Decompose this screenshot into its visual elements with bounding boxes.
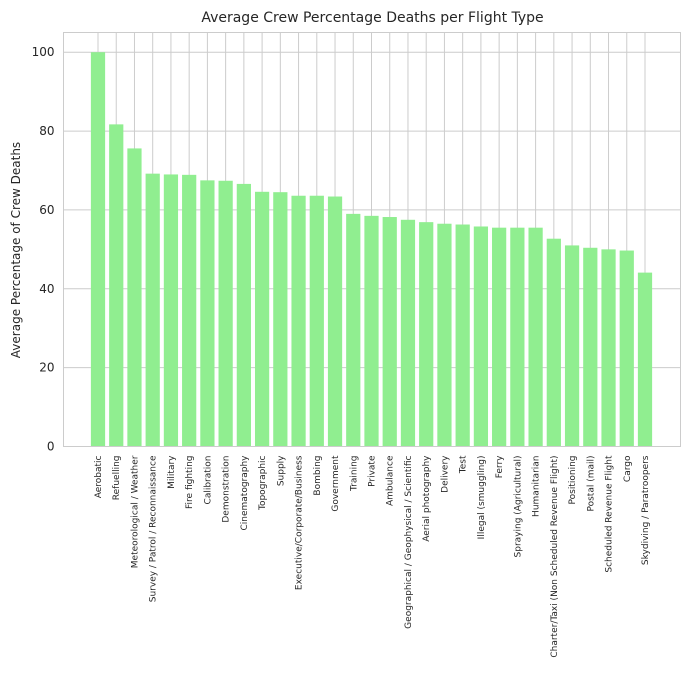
y-axis-label: Average Percentage of Crew Deaths (9, 142, 23, 358)
bar (346, 213, 361, 447)
bar (163, 174, 179, 447)
bar (145, 173, 160, 447)
bar (364, 215, 379, 447)
bar (564, 245, 580, 447)
x-tick-label: Delivery (440, 455, 450, 493)
x-tick-label: Skydiving / Paratroopers (641, 455, 651, 565)
bar (437, 223, 452, 447)
bar (127, 148, 142, 447)
x-ticks: Aerobatic Refuelling Meteorological / Weat… (94, 455, 651, 658)
x-tick-label: Bombing (313, 456, 323, 496)
x-tick-label: Aerobatic (94, 455, 104, 498)
chart-title: Average Crew Percentage Deaths per Fligh… (201, 10, 543, 26)
bar (455, 224, 470, 447)
x-tick-label: Cargo (623, 455, 633, 482)
x-tick-label: Calibration (203, 456, 213, 505)
bar (90, 52, 106, 447)
x-tick-label: Ambulance (386, 455, 396, 506)
x-tick-label: Survey / Patrol / Reconnaissance (149, 455, 159, 602)
bar (637, 272, 653, 447)
y-tick-label: 80 (39, 124, 54, 138)
x-tick-label: Humanitarian (532, 456, 542, 517)
x-tick-label: Postal (mail) (586, 456, 596, 512)
bar (109, 124, 124, 447)
bar (619, 250, 634, 447)
bar (200, 180, 215, 447)
y-tick-label: 100 (32, 45, 55, 59)
bar (254, 191, 270, 447)
bar (546, 238, 561, 447)
bar (419, 222, 434, 447)
x-tick-label: Demonstration (222, 456, 232, 523)
bar (601, 249, 616, 447)
bar (236, 183, 251, 447)
x-tick-label: Test (459, 455, 469, 474)
x-tick-label: Topographic (258, 455, 268, 511)
x-tick-label: Aerial photography (422, 455, 432, 542)
bar (382, 217, 397, 447)
x-tick-label: Scheduled Revenue Flight (605, 455, 615, 573)
bar (218, 180, 233, 447)
y-tick-label: 0 (47, 440, 55, 454)
y-tick-label: 60 (39, 203, 54, 217)
bar (510, 227, 525, 447)
x-tick-label: Illegal (smuggling) (477, 456, 487, 540)
bars (90, 52, 653, 447)
x-tick-label: Supply (276, 455, 286, 486)
bar (528, 227, 543, 447)
y-tick-label: 40 (39, 282, 54, 296)
bar (473, 226, 489, 447)
x-tick-label: Meteorological / Weather (130, 455, 140, 568)
x-tick-label: Spraying (Agricultural) (513, 456, 523, 558)
x-tick-label: Cinematography (240, 455, 250, 531)
bar (309, 195, 324, 447)
y-tick-label: 20 (39, 361, 54, 375)
plot-frame (63, 32, 681, 447)
x-tick-label: Refuelling (112, 456, 122, 501)
x-tick-label: Geographical / Geophysical / Scientific (404, 455, 414, 628)
x-tick-label: Charter/Taxi (Non Scheduled Revenue Flig… (550, 456, 560, 658)
x-tick-label: Training (349, 456, 359, 493)
x-tick-label: Fire fighting (185, 456, 195, 509)
bar (400, 219, 416, 447)
x-tick-label: Positioning (568, 456, 578, 505)
bar (273, 192, 288, 447)
x-tick-label: Government (331, 455, 341, 512)
y-ticks: 0 20 40 60 80 100 (32, 45, 55, 453)
bar (492, 227, 507, 447)
bar (291, 195, 306, 447)
bar (327, 196, 343, 447)
x-tick-label: Private (368, 455, 378, 487)
x-tick-label: Military (167, 455, 177, 489)
x-tick-label: Ferry (495, 455, 505, 478)
bar (182, 174, 197, 447)
bar (583, 247, 598, 447)
x-tick-label: Executive/Corporate/Business (295, 455, 305, 590)
